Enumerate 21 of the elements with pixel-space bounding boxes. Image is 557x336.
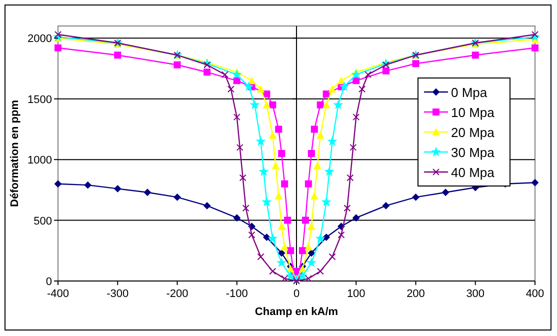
legend-label: 0 Mpa (451, 85, 488, 100)
legend-label: 20 Mpa (451, 125, 496, 140)
legend-label: 30 Mpa (451, 145, 496, 160)
x-axis-title: Champ en kA/m (254, 306, 338, 318)
x-tick-label: 0 (293, 288, 300, 300)
y-axis-title: Déformation en ppm (9, 100, 21, 207)
legend-label: 10 Mpa (451, 105, 496, 120)
x-tick-label: 200 (406, 288, 425, 300)
x-tick-label: -100 (226, 288, 248, 300)
x-tick-label: -400 (46, 288, 70, 300)
x-tick-label: 300 (466, 288, 485, 300)
x-tick-label: 100 (346, 288, 366, 300)
x-tick-label: -300 (106, 288, 129, 300)
x-tick-label: -200 (166, 288, 188, 300)
legend-label: 40 Mpa (451, 165, 496, 180)
x-tick-label: 400 (526, 288, 544, 300)
y-tick-label: 0 (46, 276, 52, 288)
y-tick-label: 2000 (28, 33, 52, 46)
y-tick-label: 1500 (28, 94, 52, 106)
y-tick-label: 1000 (28, 154, 52, 167)
y-tick-label: 500 (34, 215, 52, 228)
